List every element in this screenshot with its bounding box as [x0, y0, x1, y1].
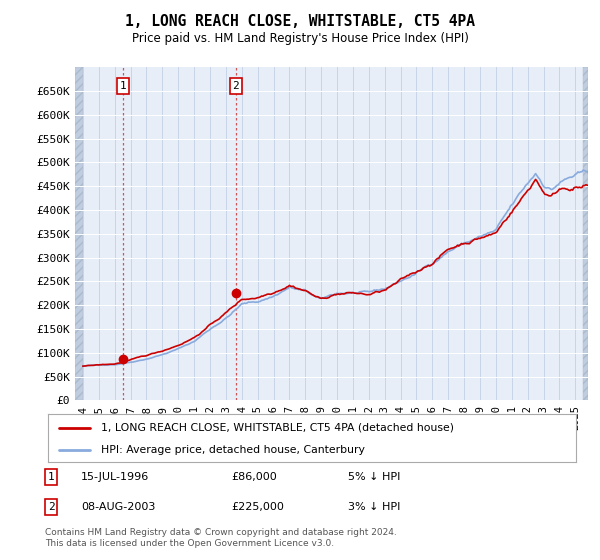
Text: 2: 2 [232, 81, 239, 91]
Text: 2: 2 [47, 502, 55, 512]
Text: HPI: Average price, detached house, Canterbury: HPI: Average price, detached house, Cant… [101, 445, 365, 455]
Bar [75, 67, 83, 400]
Text: 1, LONG REACH CLOSE, WHITSTABLE, CT5 4PA: 1, LONG REACH CLOSE, WHITSTABLE, CT5 4PA [125, 14, 475, 29]
Text: 1: 1 [47, 472, 55, 482]
Text: 3% ↓ HPI: 3% ↓ HPI [348, 502, 400, 512]
Text: 5% ↓ HPI: 5% ↓ HPI [348, 472, 400, 482]
Text: £86,000: £86,000 [231, 472, 277, 482]
Text: Price paid vs. HM Land Registry's House Price Index (HPI): Price paid vs. HM Land Registry's House … [131, 32, 469, 45]
Text: 08-AUG-2003: 08-AUG-2003 [81, 502, 155, 512]
Text: Contains HM Land Registry data © Crown copyright and database right 2024.
This d: Contains HM Land Registry data © Crown c… [45, 528, 397, 548]
Text: £225,000: £225,000 [231, 502, 284, 512]
Text: 1, LONG REACH CLOSE, WHITSTABLE, CT5 4PA (detached house): 1, LONG REACH CLOSE, WHITSTABLE, CT5 4PA… [101, 423, 454, 433]
Bar [583, 67, 588, 400]
Text: 1: 1 [120, 81, 127, 91]
Bar [583, 67, 588, 400]
Bar [75, 67, 83, 400]
Text: 15-JUL-1996: 15-JUL-1996 [81, 472, 149, 482]
